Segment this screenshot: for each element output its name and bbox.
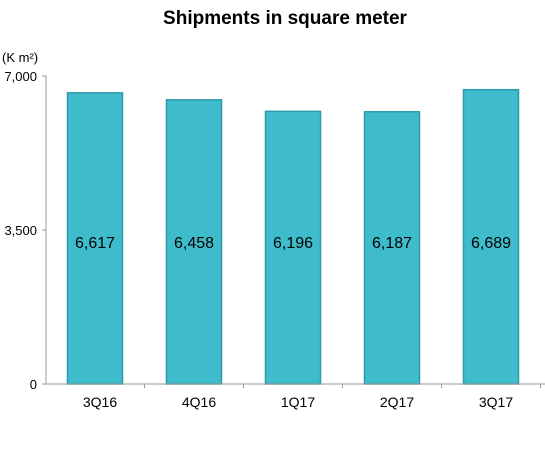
data-label-3Q16: 6,617 [75, 235, 115, 252]
data-label-4Q16: 6,458 [174, 235, 214, 252]
bar-1Q17 [264, 110, 322, 385]
y-axis-ticks: 0 3,500 7,000 [4, 69, 46, 392]
x-tick-label: 3Q16 [83, 394, 117, 410]
data-label-1Q17: 6,196 [273, 235, 313, 252]
y-tick-label: 0 [30, 377, 37, 392]
y-tick-label: 7,000 [4, 69, 37, 84]
x-axis-labels: 3Q16 4Q16 1Q17 2Q17 3Q17 [83, 384, 541, 410]
data-label-2Q17: 6,187 [372, 235, 412, 252]
bar-4Q16 [165, 99, 223, 385]
x-tick-label: 4Q16 [182, 394, 216, 410]
x-tick-label: 2Q17 [380, 394, 414, 410]
x-tick-label: 3Q17 [479, 394, 513, 410]
y-tick-label: 3,500 [4, 223, 37, 238]
y-axis-unit-label: (K m²) [2, 50, 38, 65]
data-labels: 6,617 6,458 6,196 6,187 6,689 [75, 235, 511, 252]
x-tick-label: 1Q17 [281, 394, 315, 410]
data-label-3Q17: 6,689 [471, 235, 511, 252]
bars [66, 88, 520, 385]
bar-3Q16 [66, 92, 124, 385]
chart-title: Shipments in square meter [163, 8, 408, 29]
